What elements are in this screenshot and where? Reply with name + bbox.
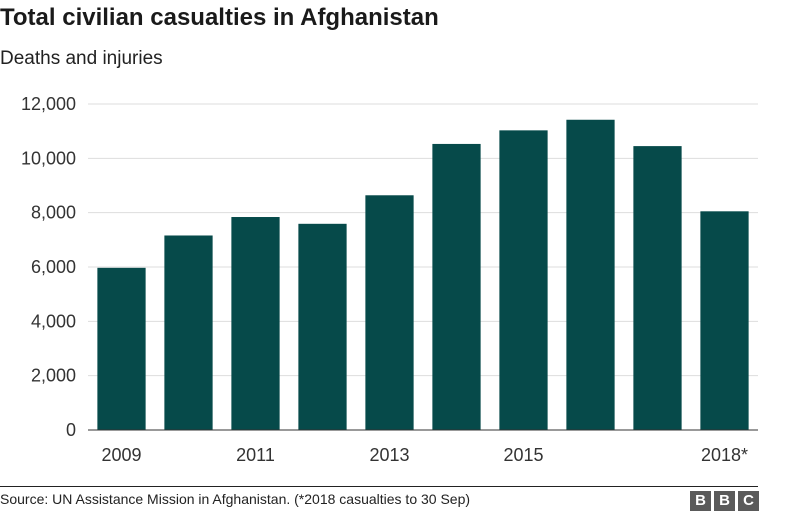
y-axis-ticks: 0 2,000 4,000 6,000 8,000 10,000 12,000 — [21, 94, 76, 440]
bbc-logo: B B C — [690, 491, 759, 511]
bar-2010 — [164, 235, 213, 430]
bars — [97, 119, 749, 431]
chart-title: Total civilian casualties in Afghanistan — [0, 4, 439, 31]
bar-2012 — [298, 223, 347, 430]
y-tick-label: 12,000 — [21, 94, 76, 114]
x-tick-label: 2011 — [236, 445, 275, 465]
bar-2011 — [231, 217, 280, 430]
chart-subtitle: Deaths and injuries — [0, 48, 163, 69]
x-tick-label: 2009 — [101, 445, 141, 465]
y-tick-label: 4,000 — [31, 311, 76, 331]
source-note: Source: UN Assistance Mission in Afghani… — [0, 491, 471, 507]
y-tick-label: 6,000 — [31, 257, 76, 277]
y-tick-label: 10,000 — [21, 148, 76, 168]
x-tick-label: 2018* — [701, 445, 748, 465]
bbc-logo-letter: B — [690, 491, 711, 511]
bar-2015 — [499, 130, 548, 430]
bbc-logo-letter: B — [714, 491, 735, 511]
y-tick-label: 2,000 — [31, 366, 76, 386]
footer-divider — [0, 486, 758, 487]
x-tick-label: 2015 — [503, 445, 543, 465]
bbc-logo-letter: C — [738, 491, 759, 511]
bar-2018 — [700, 211, 749, 430]
x-axis-ticks: 2009 2011 2013 2015 2018* — [101, 445, 748, 465]
bar-2016 — [566, 119, 615, 431]
y-tick-label: 8,000 — [31, 203, 76, 223]
bar-2017 — [633, 146, 682, 430]
y-tick-label: 0 — [66, 420, 76, 440]
x-tick-label: 2013 — [369, 445, 409, 465]
bar-2014 — [432, 143, 481, 430]
bar-2009 — [97, 267, 146, 430]
bar-2013 — [365, 195, 414, 430]
